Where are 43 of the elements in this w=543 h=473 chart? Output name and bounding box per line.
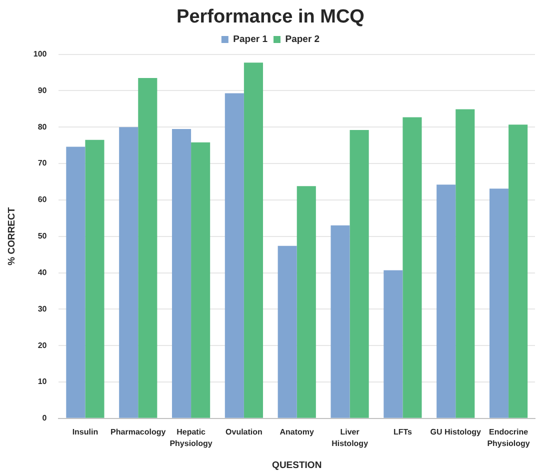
bar [508, 124, 528, 418]
x-tick-label: Endocrine Physiology [487, 427, 530, 448]
y-tick-label: 90 [38, 86, 48, 95]
bar [172, 128, 192, 418]
x-axis-title: QUESTION [272, 460, 322, 471]
y-tick-label: 50 [38, 232, 48, 241]
bar [244, 62, 264, 418]
x-tick-label: LFTs [393, 427, 413, 436]
bar [296, 186, 316, 418]
y-tick-label: 60 [38, 195, 48, 204]
y-tick-label: 0 [42, 414, 48, 423]
bar [191, 142, 210, 418]
bar [119, 127, 138, 418]
bar [489, 188, 509, 418]
legend-label: Paper 1 [233, 34, 268, 46]
chart-title: Performance in MCQ [176, 6, 364, 28]
y-tick-label: 100 [33, 50, 48, 59]
x-tick-label: GU Histology [430, 427, 482, 436]
y-tick-label: 20 [38, 340, 48, 350]
x-tick-label: Liver Histology [332, 427, 369, 448]
bar [436, 184, 456, 418]
y-tick-label: 30 [38, 304, 48, 314]
x-tick-label: Pharmacology [110, 427, 166, 436]
legend-label: Paper 2 [285, 34, 320, 46]
bar [224, 93, 244, 418]
bar [66, 146, 86, 418]
y-axis-title: % CORRECT [6, 207, 18, 266]
bar [456, 109, 475, 418]
x-tick-label: Anatomy [280, 427, 315, 436]
y-tick-label: 10 [38, 377, 48, 386]
bar [278, 246, 297, 418]
bar [85, 140, 104, 418]
bar [350, 130, 369, 418]
bar [402, 117, 422, 418]
y-tick-label: 80 [38, 122, 48, 132]
bar [138, 78, 158, 418]
y-tick-label: 70 [38, 158, 48, 168]
bar [330, 225, 350, 418]
y-tick-label: 40 [38, 268, 48, 277]
bar [384, 270, 403, 418]
x-tick-label: Ovulation [226, 427, 263, 436]
x-tick-label: Insulin [72, 427, 98, 436]
x-tick-label: Hepatic Physiology [170, 427, 213, 448]
